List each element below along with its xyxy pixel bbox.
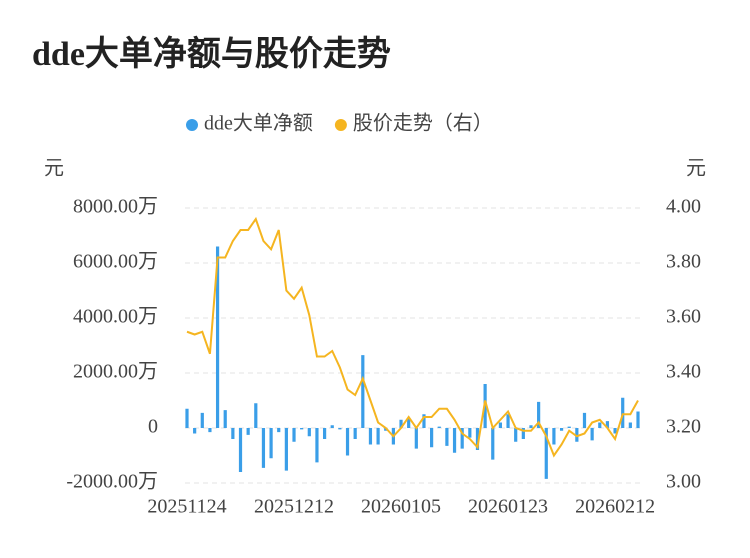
bar: [208, 428, 212, 433]
legend-label: 股价走势（右）: [353, 112, 493, 135]
bar: [254, 403, 258, 428]
bar: [368, 428, 373, 445]
bar: [407, 418, 411, 428]
bar: [575, 428, 579, 442]
chart-title: dde大单净额与股价走势: [32, 35, 391, 73]
bar: [506, 414, 510, 428]
bar: [544, 428, 548, 479]
bar: [345, 428, 350, 456]
y2-axis-label: 元: [686, 158, 706, 180]
bar: [277, 428, 281, 433]
bar: [269, 428, 273, 459]
y-axis-label: 元: [44, 158, 64, 180]
bar: [361, 355, 365, 428]
bar: [621, 397, 625, 428]
legend-label: dde大单净额: [204, 112, 313, 135]
bar: [437, 426, 441, 428]
x-tick-label: 20260123: [468, 496, 548, 518]
bar: [292, 428, 296, 442]
bar: [590, 428, 594, 441]
bar: [231, 428, 235, 439]
bar: [315, 428, 319, 463]
bar: [246, 428, 250, 435]
bar: [414, 428, 418, 449]
bar: [498, 422, 503, 428]
x-tick-label: 20251124: [147, 496, 226, 518]
bar: [422, 414, 426, 428]
bar: [185, 408, 189, 428]
bar: [628, 422, 632, 428]
x-tick-label: 20260105: [361, 496, 441, 518]
y-tick-label: 8000.00万: [73, 196, 158, 218]
bar: [261, 428, 266, 468]
bar: [376, 428, 380, 445]
x-tick-label: 20251212: [254, 496, 334, 518]
bar: [238, 428, 243, 472]
bar: [452, 428, 457, 453]
bar: [559, 428, 564, 431]
bar: [605, 421, 610, 428]
bar: [582, 412, 587, 428]
bar: [330, 425, 334, 428]
price-line: [186, 216, 639, 458]
bar: [215, 246, 220, 428]
y2-tick-label: 4.00: [666, 196, 701, 218]
y2-tick-label: 3.40: [666, 361, 701, 383]
bar: [567, 426, 571, 428]
bar: [636, 411, 640, 428]
bar: [430, 428, 434, 448]
bar: [529, 425, 533, 428]
bar: [468, 428, 472, 438]
bar: [193, 428, 197, 434]
bar: [491, 428, 495, 460]
x-tick-label: 20260212: [575, 496, 655, 518]
bar: [537, 401, 541, 428]
bar: [445, 428, 449, 446]
bar: [460, 428, 464, 449]
bar: [307, 428, 311, 437]
y-tick-label: 4000.00万: [73, 306, 158, 328]
bar: [322, 428, 327, 439]
bar: [399, 419, 403, 428]
y2-tick-label: 3.00: [666, 471, 701, 493]
bar: [300, 428, 304, 430]
legend-marker: [334, 119, 347, 131]
bar: [353, 428, 357, 439]
bar: [200, 412, 204, 428]
bar: [475, 428, 480, 450]
bar: [223, 410, 227, 428]
bar: [521, 428, 525, 439]
y-tick-label: 2000.00万: [73, 361, 158, 383]
y-tick-label: 0: [148, 416, 158, 438]
y-tick-label: -2000.00万: [66, 471, 158, 493]
y2-tick-label: 3.60: [666, 306, 701, 328]
y-tick-label: 6000.00万: [73, 251, 158, 273]
bar: [338, 428, 342, 430]
bar: [552, 428, 556, 445]
bar: [613, 428, 617, 434]
bar: [598, 422, 602, 428]
legend-marker: [186, 119, 198, 131]
y2-tick-label: 3.20: [666, 416, 701, 438]
bar: [514, 428, 518, 442]
bar: [284, 428, 288, 471]
y2-tick-label: 3.80: [666, 251, 701, 273]
